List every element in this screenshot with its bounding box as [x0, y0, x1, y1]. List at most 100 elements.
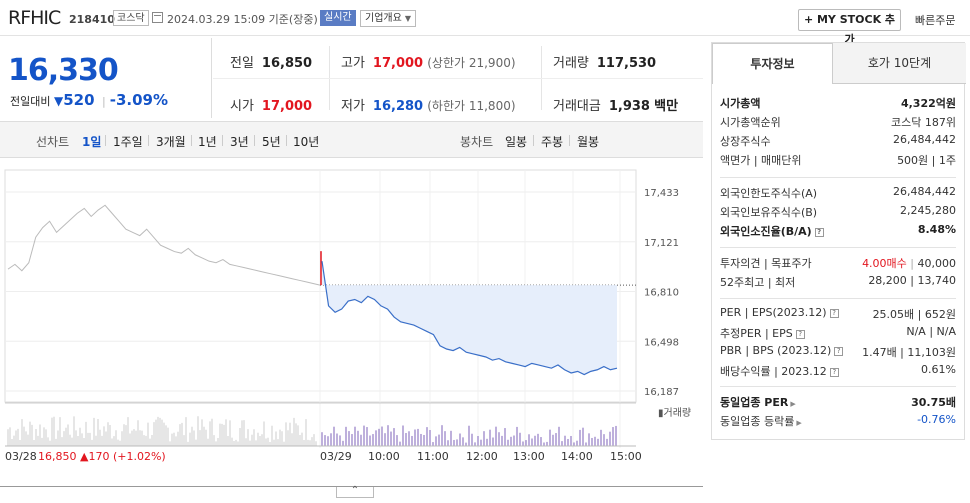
today-area: [322, 261, 617, 375]
info-tabs: 투자정보 호가 10단계: [712, 43, 966, 84]
line-chart-label: 선차트: [36, 135, 70, 149]
info-label: 투자의견 | 목표주가: [720, 257, 812, 270]
info-label[interactable]: 동일업종 PER ▶: [720, 396, 796, 409]
divider: [213, 78, 703, 79]
prev-day-summary: 16,850 ▲170 (+1.02%): [38, 450, 166, 463]
amount-value: 1,938: [608, 99, 650, 114]
info-value: 4.00매수 | 40,000: [862, 257, 956, 270]
calendar-icon: [152, 12, 163, 23]
info-label: 추정PER | EPS?: [720, 325, 805, 341]
period-1y[interactable]: 1년: [198, 135, 217, 149]
info-value: 2,245,280: [900, 204, 956, 217]
stock-name: RFHIC: [8, 7, 61, 29]
info-value: 26,484,442: [893, 185, 956, 198]
divider: [720, 247, 956, 248]
candle-monthly[interactable]: 월봉: [577, 135, 600, 149]
divider: [569, 135, 570, 146]
info-label[interactable]: 동일업종 등락률 ▶: [720, 415, 802, 428]
info-label: 배당수익률 | 2023.12?: [720, 363, 839, 379]
company-overview-label: 기업개요: [365, 13, 402, 24]
help-icon[interactable]: ?: [795, 330, 805, 339]
x-tick-label: 14:00: [561, 450, 593, 463]
prev-close-cell: 전일 16,850: [230, 52, 312, 71]
y-tick-label: 16,498: [644, 337, 679, 348]
divider: [533, 135, 534, 146]
help-icon[interactable]: ?: [829, 309, 839, 318]
open-value: 17,000: [261, 99, 313, 114]
open-cell: 시가 17,000: [230, 95, 312, 114]
change-value: 520: [63, 91, 95, 109]
volume-label: 거래량: [553, 56, 589, 71]
prev-close-label: 전일: [230, 56, 254, 71]
y-tick-label: 17,433: [644, 188, 679, 199]
info-row: 상장주식수 26,484,442: [720, 133, 956, 151]
price-chart[interactable]: 17,433 17,121 16,810 16,498 16,187 ▮거래량 03/28 0…: [0, 158, 703, 486]
candle-daily[interactable]: 일봉: [505, 135, 528, 149]
info-row: 배당수익률 | 2023.12? 0.61%: [720, 363, 956, 381]
info-row: 외국인소진율(B/A)? 8.48%: [720, 223, 956, 241]
info-value: 25.05배 | 652원: [872, 308, 956, 321]
info-value: 코스닥 187위: [891, 116, 956, 129]
low-value: 16,280: [372, 99, 424, 114]
info-value: -0.76%: [917, 413, 956, 426]
chart-toolbar: 선차트 1일 1주일 3개월 1년 3년 5년 10년 봉차트 일봉 주봉 월봉: [0, 121, 703, 158]
period-5y[interactable]: 5년: [262, 135, 281, 149]
x-tick-label: 13:00: [513, 450, 545, 463]
divider: [720, 298, 956, 299]
add-my-stock-button[interactable]: + MY STOCK 추가: [798, 9, 901, 46]
tab-investment-info[interactable]: 투자정보: [712, 43, 833, 84]
info-label: PER | EPS(2023.12)?: [720, 306, 839, 319]
tab-order-book[interactable]: 호가 10단계: [833, 43, 966, 84]
period-3m[interactable]: 3개월: [156, 135, 186, 149]
x-tick-label: 10:00: [368, 450, 400, 463]
period-10y[interactable]: 10년: [293, 135, 320, 149]
period-1d[interactable]: 1일: [82, 135, 102, 149]
divider: [105, 135, 106, 146]
info-row: 추정PER | EPS? N/A | N/A: [720, 325, 956, 343]
price-panel: 16,330 전일대비 ▼520 | -3.09%: [0, 38, 212, 118]
divider: [222, 135, 223, 146]
info-row: 시가총액순위 코스닥 187위: [720, 114, 956, 132]
info-label: 52주최고 | 최저: [720, 276, 796, 289]
low-cell: 저가 16,280 (하한가 11,800): [341, 95, 516, 114]
x-tick-label: 12:00: [466, 450, 498, 463]
upper-limit: (상한가 21,900): [427, 56, 516, 70]
info-label: 시가총액순위: [720, 116, 781, 129]
info-label: 상장주식수: [720, 135, 771, 148]
volume-cell: 거래량 117,530: [553, 52, 656, 71]
change-line: 전일대비 ▼520 | -3.09%: [10, 91, 168, 109]
high-cell: 고가 17,000 (상한가 21,900): [341, 52, 516, 71]
info-label: 외국인보유주식수(B): [720, 206, 818, 219]
high-value: 17,000: [372, 56, 424, 71]
info-label: 시가총액: [720, 97, 761, 110]
investment-info-panel: 투자정보 호가 10단계 시가총액 4,322억원 시가총액순위 코스닥 187위 상장…: [711, 42, 966, 440]
current-price: 16,330: [8, 53, 119, 88]
info-label: PBR | BPS (2023.12)?: [720, 344, 844, 357]
period-1w[interactable]: 1주일: [113, 135, 143, 149]
company-overview-dropdown[interactable]: 기업개요 ▼: [360, 10, 416, 27]
help-icon[interactable]: ?: [814, 228, 824, 237]
quick-order-link[interactable]: 빠른주문: [915, 14, 956, 27]
divider: [148, 135, 149, 146]
info-label: 외국인소진율(B/A)?: [720, 223, 824, 239]
opinion-value: 4.00매수: [862, 257, 907, 270]
divider: [720, 177, 956, 178]
info-value: 500원 | 1주: [897, 154, 956, 167]
lower-limit: (하한가 11,800): [427, 99, 516, 113]
arrow-right-icon: ▶: [796, 419, 802, 427]
volume-label: ▮거래량: [658, 407, 691, 419]
info-row: 52주최고 | 최저 28,200 | 13,740: [720, 274, 956, 292]
y-tick-label: 17,121: [644, 238, 679, 249]
realtime-badge[interactable]: 실시간: [320, 10, 356, 26]
header-bar: RFHIC 218410 코스닥 2024.03.29 15:09 기준(장중)…: [0, 0, 970, 46]
info-value: 1.47배 | 11,103원: [862, 346, 956, 359]
x-tick-label: 03/29: [320, 450, 352, 463]
volume-value: 117,530: [596, 56, 657, 71]
period-3y[interactable]: 3년: [230, 135, 249, 149]
divider: [720, 386, 956, 387]
info-value: 26,484,442: [893, 133, 956, 146]
help-icon[interactable]: ?: [834, 347, 844, 356]
help-icon[interactable]: ?: [829, 368, 839, 377]
candle-weekly[interactable]: 주봉: [541, 135, 564, 149]
expand-chart-button[interactable]: ⌃: [336, 486, 374, 498]
